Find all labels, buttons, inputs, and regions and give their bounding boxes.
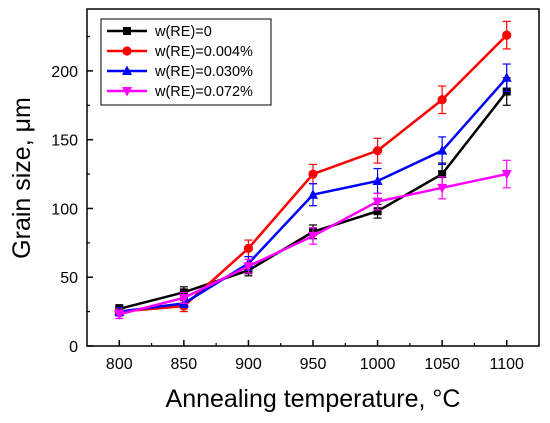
y-tick-label: 50 [60,270,78,287]
y-axis-ticks: 0 50 100 150 200 [51,35,93,356]
data-point [122,46,132,56]
data-point [437,145,448,155]
y-tick-label: 100 [51,201,78,218]
series-layer [114,20,512,320]
x-tick-label: 950 [300,356,327,373]
y-axis-title: Grain size, μm [8,97,36,259]
data-point [178,293,189,304]
x-tick-label: 1050 [424,356,460,373]
x-axis-ticks: 800 850 900 950 1000 1050 1100 [106,340,524,373]
x-tick-label: 850 [171,356,198,373]
data-point [123,27,131,35]
data-point [114,310,125,320]
legend-label: w(RE)=0 [154,24,212,40]
y-tick-label: 200 [51,64,78,81]
data-point [243,262,254,272]
data-point [308,189,318,199]
data-point [308,169,318,179]
legend-label: w(RE)=0.004% [154,44,253,60]
data-point [308,231,318,242]
y-tick-label: 150 [51,133,78,150]
data-point [122,87,132,97]
data-point [122,65,132,75]
data-point [243,243,254,253]
data-point [372,175,383,185]
data-point [438,170,447,179]
x-tick-label: 1000 [360,356,396,373]
data-point [501,170,512,180]
legend: w(RE)=0 w(RE)=0.004% w(RE)=0.030% w(RE)=0.0… [100,18,272,106]
data-point [502,30,512,40]
data-point [501,72,512,82]
x-axis-title: Annealing temperature, °C [166,385,461,413]
y-tick-label: 0 [69,339,78,356]
x-tick-label: 800 [106,356,133,373]
data-point [372,146,383,156]
legend-label: w(RE)=0.030% [154,64,253,80]
data-point [437,183,448,194]
data-point [372,197,383,208]
series-3 [114,159,512,320]
legend-label: w(RE)=0.072% [154,84,253,100]
x-tick-label: 1100 [490,356,525,373]
x-tick-label: 900 [235,356,262,373]
data-point [437,95,447,105]
data-point [373,207,382,216]
